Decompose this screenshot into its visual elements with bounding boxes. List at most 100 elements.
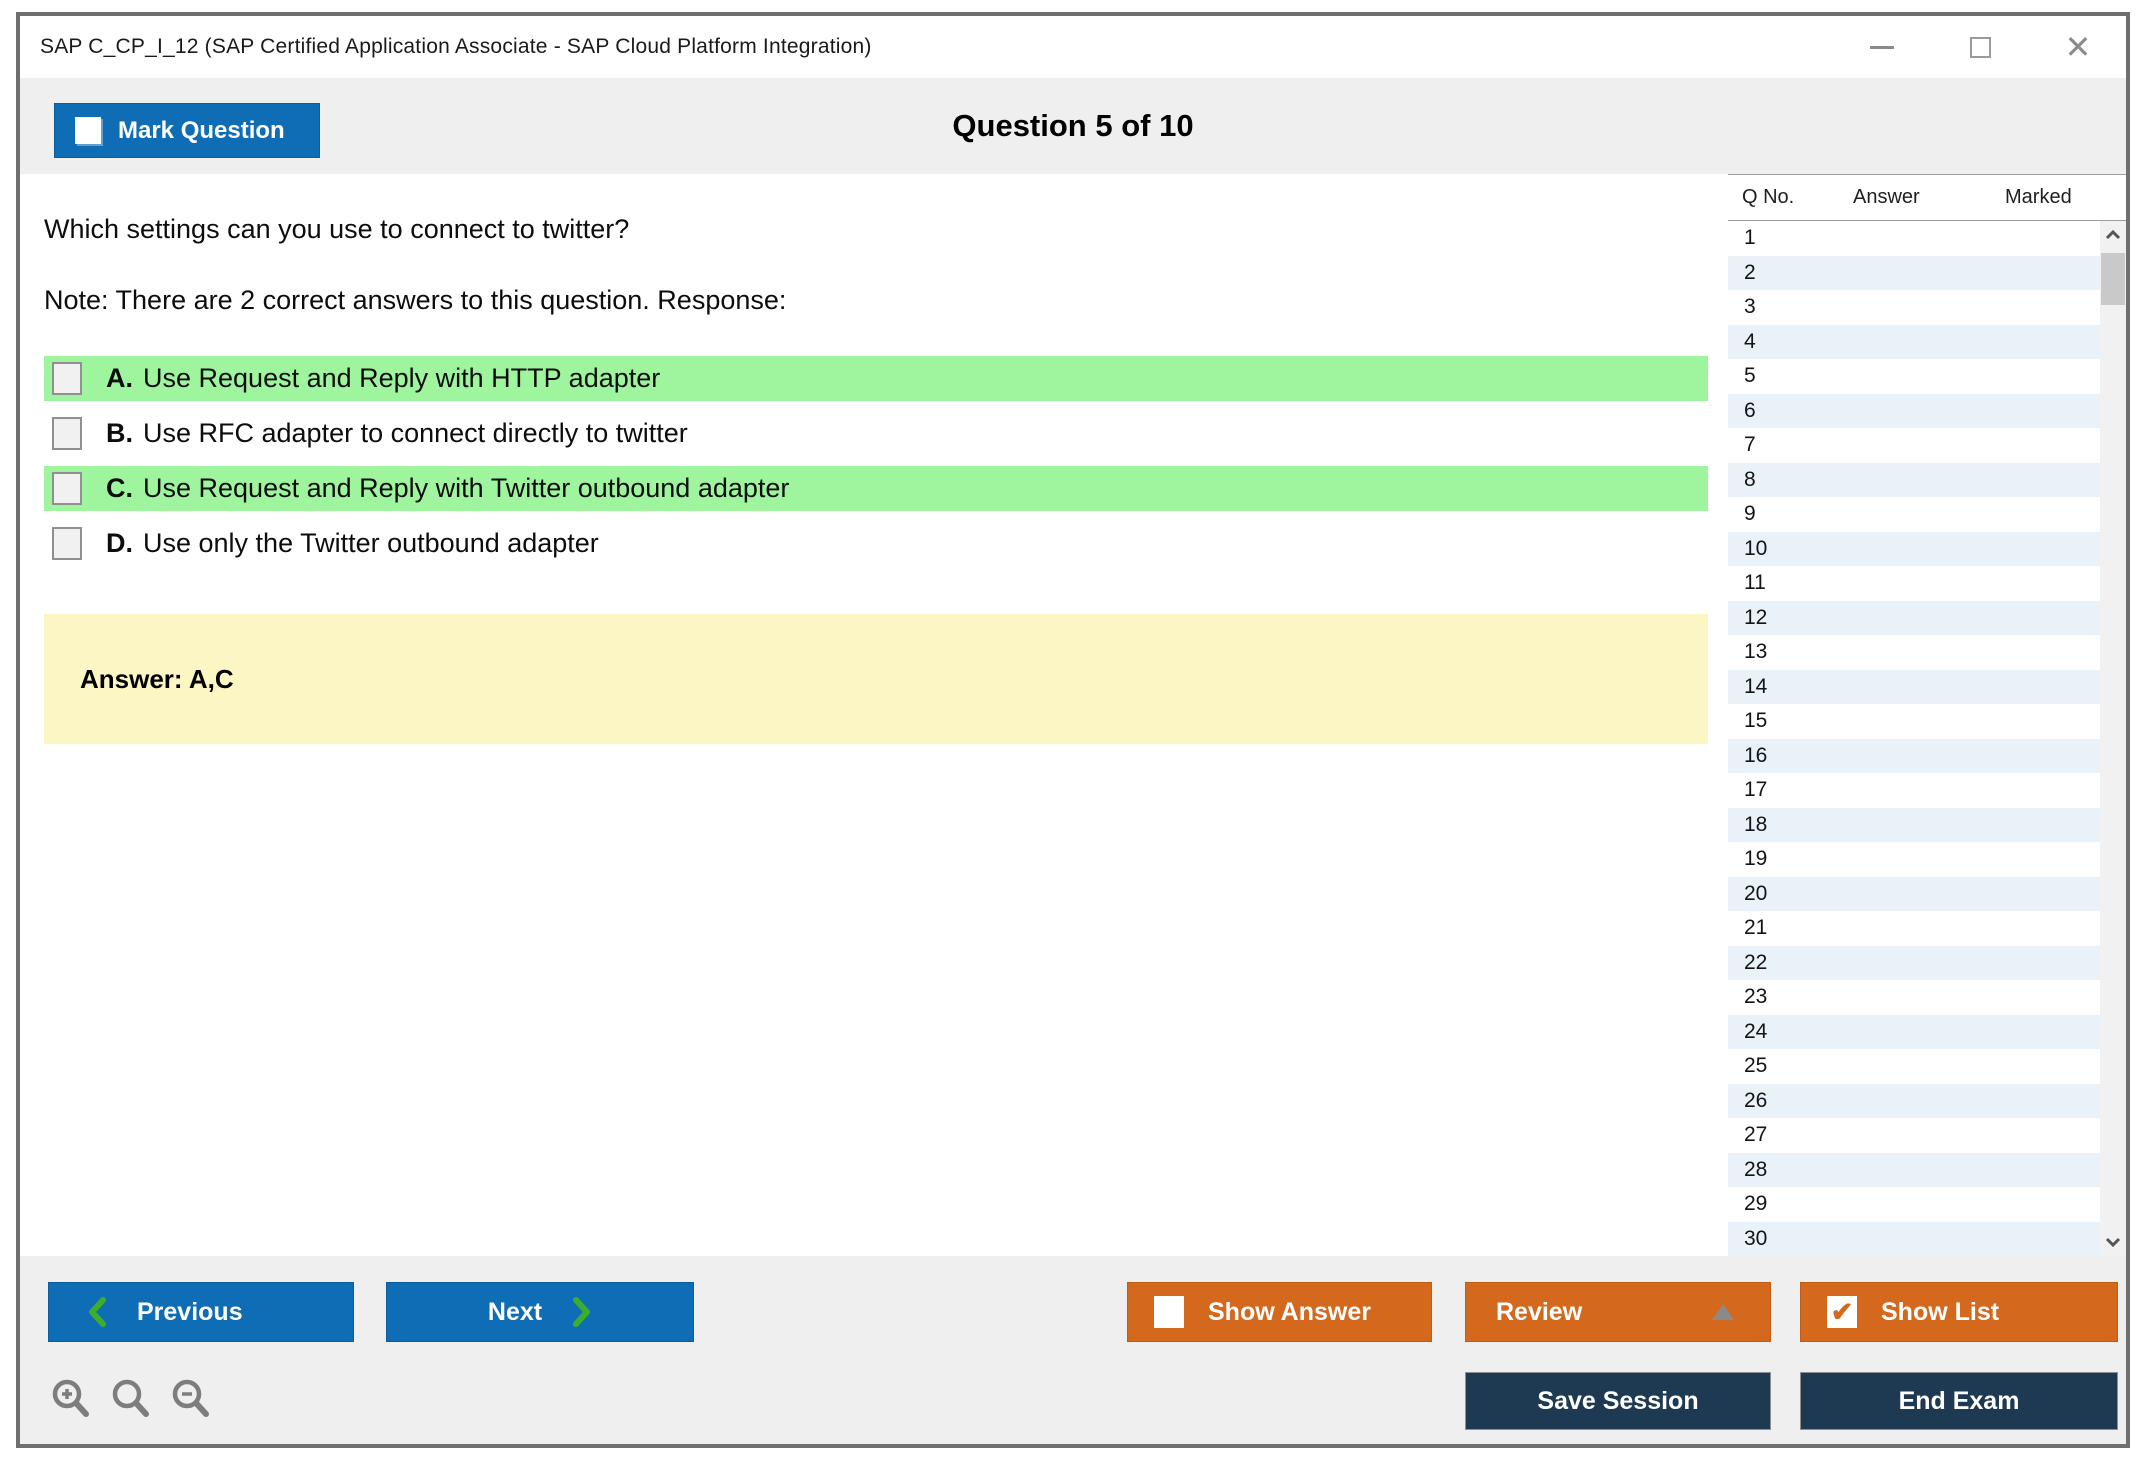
question-list-row[interactable]: 2 <box>1728 255 2100 290</box>
question-list-row[interactable]: 18 <box>1728 807 2100 842</box>
option-c-checkbox[interactable] <box>52 472 82 505</box>
qno-cell: 6 <box>1744 398 1756 422</box>
question-list-row[interactable]: 27 <box>1728 1118 2100 1153</box>
question-list-row[interactable]: 9 <box>1728 497 2100 532</box>
question-panel: Which settings can you use to connect to… <box>20 174 1728 1256</box>
show-list-button[interactable]: ✔ Show List <box>1800 1282 2118 1342</box>
exam-window: SAP C_CP_I_12 (SAP Certified Application… <box>16 12 2130 1448</box>
question-list-row[interactable]: 19 <box>1728 842 2100 877</box>
question-list-scrollbar[interactable] <box>2100 221 2126 1256</box>
qno-cell: 23 <box>1744 985 1768 1009</box>
mark-question-button[interactable]: Mark Question <box>54 103 320 158</box>
scroll-down-icon[interactable] <box>2100 1228 2126 1256</box>
question-list-row[interactable]: 12 <box>1728 600 2100 635</box>
question-list-row[interactable]: 17 <box>1728 773 2100 808</box>
save-session-button[interactable]: Save Session <box>1465 1372 1771 1430</box>
question-list-row[interactable]: 30 <box>1728 1221 2100 1256</box>
window-title: SAP C_CP_I_12 (SAP Certified Application… <box>40 35 872 58</box>
qno-cell: 5 <box>1744 364 1756 388</box>
show-answer-label: Show Answer <box>1208 1297 1371 1326</box>
question-list-row[interactable]: 15 <box>1728 704 2100 739</box>
minimize-icon[interactable] <box>1868 33 1896 61</box>
qno-cell: 7 <box>1744 433 1756 457</box>
qno-cell: 17 <box>1744 778 1768 802</box>
answer-options: A. Use Request and Reply with HTTP adapte… <box>44 356 1708 566</box>
window-controls: ✕ <box>1868 16 2092 78</box>
question-list-row[interactable]: 20 <box>1728 876 2100 911</box>
question-list-row[interactable]: 23 <box>1728 980 2100 1015</box>
option-d-checkbox[interactable] <box>52 527 82 560</box>
qno-cell: 15 <box>1744 709 1768 733</box>
question-list-row[interactable]: 13 <box>1728 635 2100 670</box>
question-list-row[interactable]: 5 <box>1728 359 2100 394</box>
show-answer-button[interactable]: Show Answer <box>1127 1282 1432 1342</box>
mark-question-checkbox[interactable] <box>75 117 101 144</box>
column-header-qno: Q No. <box>1742 186 1795 208</box>
option-a-checkbox[interactable] <box>52 362 82 395</box>
title-bar: SAP C_CP_I_12 (SAP Certified Application… <box>20 16 2126 78</box>
question-list-body: 1 2 3 4 5 6 7 8 9 10 11 12 13 14 15 16 17 18 19 20 21 22 23 24 2… <box>1728 221 2100 1256</box>
option-b-text: Use RFC adapter to connect directly to t… <box>143 418 688 448</box>
question-list-row[interactable]: 1 <box>1728 221 2100 256</box>
option-b-checkbox[interactable] <box>52 417 82 450</box>
zoom-controls <box>50 1378 214 1422</box>
qno-cell: 11 <box>1744 571 1766 595</box>
option-c-letter: C. <box>106 473 133 503</box>
question-list-row[interactable]: 6 <box>1728 393 2100 428</box>
chevron-right-icon <box>573 1297 591 1327</box>
question-list-row[interactable]: 26 <box>1728 1083 2100 1118</box>
question-note: Note: There are 2 correct answers to thi… <box>44 285 787 315</box>
option-a-text: Use Request and Reply with HTTP adapter <box>143 363 661 393</box>
option-d-text: Use only the Twitter outbound adapter <box>143 528 599 558</box>
maximize-icon[interactable] <box>1966 33 1994 61</box>
question-list-row[interactable]: 3 <box>1728 290 2100 325</box>
question-list-row[interactable]: 11 <box>1728 566 2100 601</box>
next-label: Next <box>487 1297 543 1326</box>
column-header-answer: Answer <box>1853 186 1920 208</box>
footer-bar: Previous Next Show Answer Review ✔ Show … <box>20 1256 2126 1444</box>
question-list-row[interactable]: 7 <box>1728 428 2100 463</box>
qno-cell: 28 <box>1744 1157 1768 1181</box>
option-row-c[interactable]: C. Use Request and Reply with Twitter out… <box>44 466 1708 511</box>
question-list-panel: Q No. Answer Marked 1 2 3 4 5 6 7 8 9 10 11 12 13 14 1… <box>1728 174 2126 1256</box>
previous-button[interactable]: Previous <box>48 1282 354 1342</box>
option-c-text: Use Request and Reply with Twitter outbo… <box>143 473 790 503</box>
question-list-row[interactable]: 29 <box>1728 1187 2100 1222</box>
question-list-row[interactable]: 24 <box>1728 1014 2100 1049</box>
review-button[interactable]: Review <box>1465 1282 1771 1342</box>
question-list-row[interactable]: 10 <box>1728 531 2100 566</box>
end-exam-button[interactable]: End Exam <box>1800 1372 2118 1430</box>
zoom-icon[interactable] <box>110 1378 154 1422</box>
question-list-row[interactable]: 28 <box>1728 1152 2100 1187</box>
zoom-out-icon[interactable] <box>170 1378 214 1422</box>
close-icon[interactable]: ✕ <box>2064 29 2092 65</box>
question-list-row[interactable]: 4 <box>1728 324 2100 359</box>
option-row-d[interactable]: D. Use only the Twitter outbound adapter <box>44 521 1708 566</box>
scrollbar-thumb[interactable] <box>2101 253 2125 305</box>
qno-cell: 29 <box>1744 1192 1768 1216</box>
qno-cell: 14 <box>1744 674 1768 698</box>
zoom-in-icon[interactable] <box>50 1378 94 1422</box>
question-list-row[interactable]: 21 <box>1728 911 2100 946</box>
show-list-label: Show List <box>1881 1297 2000 1326</box>
option-b-letter: B. <box>106 418 133 448</box>
qno-cell: 18 <box>1744 812 1768 836</box>
column-header-marked: Marked <box>2005 186 2072 208</box>
show-list-checkbox[interactable]: ✔ <box>1827 1296 1857 1328</box>
qno-cell: 27 <box>1744 1123 1768 1147</box>
question-list-row[interactable]: 16 <box>1728 738 2100 773</box>
question-list-row[interactable]: 14 <box>1728 669 2100 704</box>
qno-cell: 10 <box>1744 536 1768 560</box>
question-list-body-wrap: 1 2 3 4 5 6 7 8 9 10 11 12 13 14 15 16 17 18 19 20 21 22 23 24 2… <box>1728 221 2126 1256</box>
next-button[interactable]: Next <box>386 1282 694 1342</box>
option-row-a[interactable]: A. Use Request and Reply with HTTP adapte… <box>44 356 1708 401</box>
qno-cell: 24 <box>1744 1019 1768 1043</box>
question-list-row[interactable]: 25 <box>1728 1049 2100 1084</box>
option-row-b[interactable]: B. Use RFC adapter to connect directly to… <box>44 411 1708 456</box>
qno-cell: 30 <box>1744 1226 1768 1250</box>
scroll-up-icon[interactable] <box>2100 221 2126 249</box>
question-list-row[interactable]: 8 <box>1728 462 2100 497</box>
question-list-row[interactable]: 22 <box>1728 945 2100 980</box>
qno-cell: 20 <box>1744 881 1768 905</box>
show-answer-checkbox[interactable] <box>1154 1296 1184 1328</box>
